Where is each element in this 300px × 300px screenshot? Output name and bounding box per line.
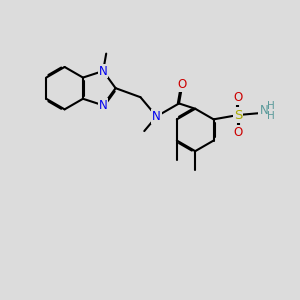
- Text: O: O: [178, 78, 187, 91]
- Text: H: H: [267, 110, 274, 121]
- Text: N: N: [99, 99, 107, 112]
- Text: N: N: [99, 64, 107, 77]
- Text: N: N: [260, 104, 268, 117]
- Text: O: O: [234, 126, 243, 139]
- Text: O: O: [234, 92, 243, 104]
- Text: N: N: [152, 110, 161, 123]
- Text: H: H: [267, 101, 274, 111]
- Text: S: S: [234, 109, 242, 122]
